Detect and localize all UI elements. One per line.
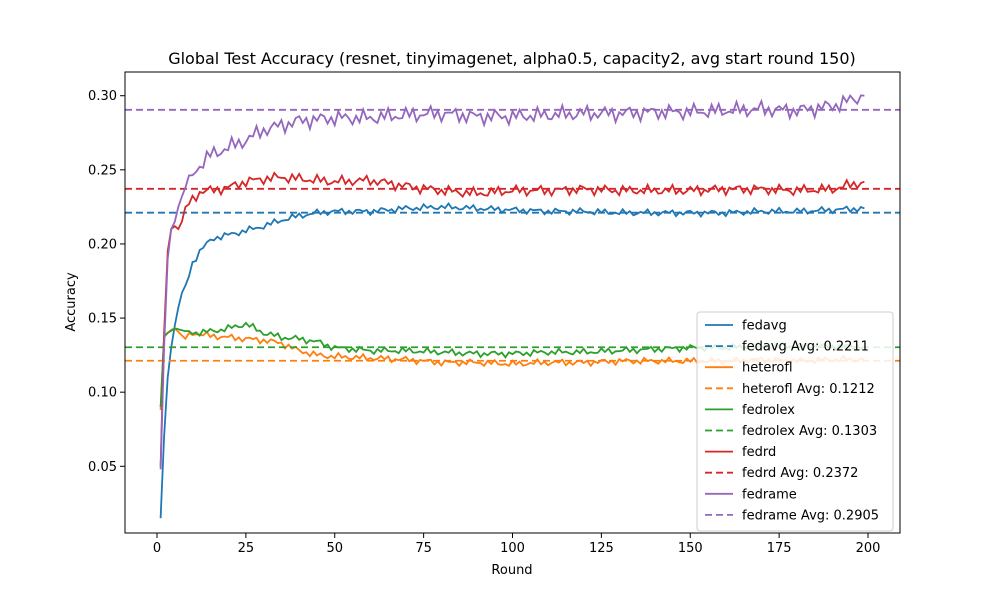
y-tick-label: 0.30: [88, 89, 117, 104]
x-tick-label: 50: [326, 541, 343, 556]
y-tick-label: 0.10: [88, 386, 117, 401]
legend: fedavg fedavg Avg: 0.2211 heterofl heterofl…: [696, 311, 894, 532]
legend-label-3: heterofl Avg: 0.1212: [742, 382, 875, 397]
series-line-8: [159, 93, 865, 470]
legend-label-7: fedrd Avg: 0.2372: [742, 466, 858, 481]
x-tick-label: 100: [500, 541, 525, 556]
legend-label-5: fedrolex Avg: 0.1303: [742, 424, 877, 439]
x-axis-title: Round: [491, 563, 532, 578]
chart-title: Global Test Accuracy (resnet, tinyimagen…: [168, 49, 856, 68]
legend-label-9: fedrame Avg: 0.2905: [742, 508, 879, 523]
x-tick-label: 125: [589, 541, 614, 556]
legend-label-4: fedrolex: [742, 403, 795, 418]
legend-label-1: fedavg Avg: 0.2211: [742, 340, 869, 355]
series-line-0: [159, 201, 865, 519]
x-tick-label: 150: [678, 541, 703, 556]
y-axis: 0.05 0.10 0.15 0.20 0.25 0.30: [88, 89, 125, 475]
legend-box: [696, 311, 894, 532]
x-tick-label: 175: [767, 541, 792, 556]
y-axis-title: Accuracy: [64, 272, 79, 332]
y-tick-label: 0.05: [88, 460, 117, 475]
legend-label-0: fedavg: [742, 319, 787, 334]
y-tick-label: 0.15: [88, 312, 117, 327]
legend-label-6: fedrd: [742, 445, 776, 460]
x-tick-label: 200: [856, 541, 881, 556]
legend-label-8: fedrame: [742, 487, 797, 502]
legend-label-2: heterofl: [742, 361, 793, 376]
x-tick-label: 25: [238, 541, 255, 556]
x-tick-label: 75: [415, 541, 432, 556]
y-tick-label: 0.20: [88, 237, 117, 252]
x-axis: 0 25 50 75 100 125 150 175 200: [153, 533, 881, 556]
y-tick-label: 0.25: [88, 163, 117, 178]
x-tick-label: 0: [153, 541, 161, 556]
